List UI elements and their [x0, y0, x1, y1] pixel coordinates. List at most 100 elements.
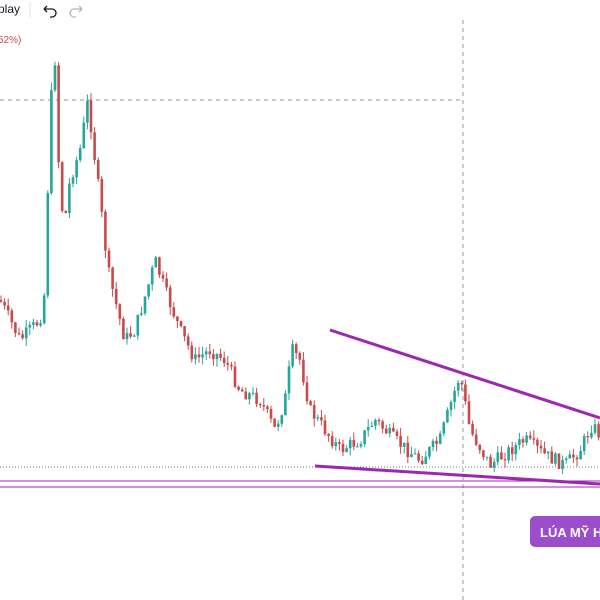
- redo-button[interactable]: [69, 5, 83, 18]
- toolbar: [0, 0, 600, 20]
- candle-body: [165, 278, 168, 288]
- candle-body: [320, 417, 323, 421]
- candle-body: [561, 459, 564, 469]
- candle-body: [186, 336, 190, 346]
- candle-body: [575, 457, 579, 460]
- candle-body: [374, 419, 377, 426]
- candle-body: [287, 366, 291, 394]
- candle-body: [525, 435, 528, 443]
- candle-body: [158, 257, 161, 275]
- candle-body: [309, 401, 312, 406]
- candle-body: [68, 183, 71, 213]
- candle-body: [500, 452, 503, 460]
- candle-body: [50, 90, 53, 194]
- candle-body: [568, 454, 572, 459]
- candle-body: [356, 446, 359, 448]
- candle-body: [183, 326, 186, 337]
- candle-body: [518, 439, 521, 445]
- candle-body: [471, 423, 474, 435]
- candle-body: [482, 450, 485, 458]
- candle-body: [212, 354, 215, 360]
- candle-body: [204, 351, 208, 355]
- candle-body: [28, 324, 32, 328]
- candle-body: [338, 442, 341, 444]
- candle-body: [352, 439, 356, 447]
- candle-body: [168, 287, 172, 308]
- candle-body: [280, 415, 284, 424]
- candle-body: [53, 65, 57, 91]
- candle-body: [366, 426, 370, 431]
- candle-body: [312, 405, 316, 419]
- candle-body: [60, 162, 64, 211]
- candle-body: [161, 274, 165, 279]
- candle-body: [244, 391, 248, 400]
- candle-body: [17, 333, 21, 335]
- candle-body: [359, 444, 363, 447]
- candle-body: [42, 295, 46, 324]
- candle-body: [251, 392, 255, 394]
- candle-body: [240, 389, 244, 392]
- candle-body: [532, 438, 536, 440]
- candle-body: [255, 392, 258, 405]
- candle-body: [582, 436, 586, 452]
- candle-body: [330, 435, 334, 447]
- trend-line: [314, 464, 600, 486]
- candle-body: [323, 420, 327, 435]
- candle-body: [413, 453, 417, 455]
- candle-body: [114, 288, 118, 305]
- candle-body: [528, 435, 532, 439]
- candle-body: [442, 422, 446, 434]
- candle-body: [24, 327, 28, 339]
- candle-body: [107, 250, 111, 268]
- candle-body: [215, 353, 219, 360]
- candle-body: [503, 459, 507, 461]
- candle-body: [536, 439, 539, 446]
- candle-body: [57, 65, 60, 163]
- candle-body: [71, 177, 75, 184]
- candle-body: [597, 424, 600, 438]
- candle-body: [208, 351, 212, 355]
- candle-body: [291, 344, 294, 367]
- candle-body: [258, 404, 262, 406]
- candle-body: [345, 448, 348, 452]
- candle-body: [449, 402, 453, 410]
- candle-body: [118, 304, 122, 319]
- candle-body: [485, 456, 489, 458]
- candle-body: [417, 453, 420, 461]
- toolbar-label[interactable]: play: [0, 2, 20, 16]
- candle-body: [410, 454, 413, 458]
- candle-body: [348, 439, 352, 449]
- badge[interactable]: [530, 516, 600, 547]
- candle-body: [136, 314, 140, 336]
- candle-body: [6, 305, 10, 311]
- candle-body: [579, 451, 582, 460]
- candle-body: [176, 316, 179, 322]
- candle-body: [316, 417, 320, 419]
- candle-body: [557, 453, 561, 469]
- candle-body: [10, 310, 14, 323]
- candle-body: [435, 440, 438, 444]
- candle-body: [521, 439, 525, 443]
- candle-body: [586, 436, 590, 438]
- candle-body: [82, 122, 86, 149]
- candle-body: [428, 447, 431, 457]
- candle-body: [438, 433, 442, 444]
- candle-body: [478, 444, 482, 451]
- candle-body: [420, 460, 424, 465]
- candle-body: [402, 442, 406, 447]
- candle-body: [363, 430, 366, 445]
- candle-body: [298, 353, 302, 360]
- candle-body: [510, 447, 514, 455]
- candle-body: [395, 431, 399, 436]
- candle-body: [89, 100, 93, 133]
- candle-body: [150, 267, 154, 285]
- candle-body: [489, 456, 492, 468]
- candle-body: [424, 456, 428, 465]
- trend-line: [329, 328, 600, 420]
- candle-body: [593, 424, 597, 433]
- undo-button[interactable]: [43, 5, 57, 18]
- candle-body: [294, 344, 298, 354]
- candle-body: [21, 334, 24, 339]
- candle-body: [302, 359, 305, 383]
- candle-body: [266, 406, 269, 409]
